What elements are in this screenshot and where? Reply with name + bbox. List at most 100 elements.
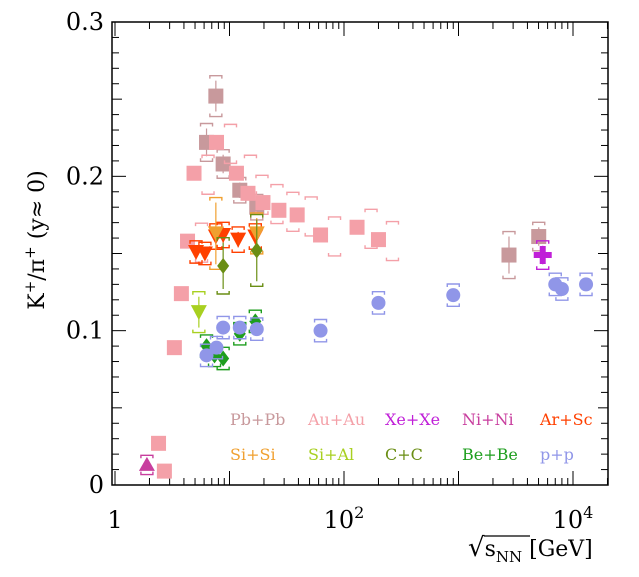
legend: Pb+Pb Au+Au Xe+Xe Ni+Ni Ar+Sc Si+Si Si+Al C+C Be… <box>230 410 593 464</box>
series-c-c <box>216 213 264 295</box>
sys-error-upper <box>502 230 516 235</box>
sys-error-upper <box>198 241 212 246</box>
y-tick-label: 0.1 <box>66 317 104 345</box>
sys-error-lower <box>233 199 247 204</box>
data-point <box>217 257 230 274</box>
data-point <box>196 246 213 262</box>
sys-error-upper <box>255 174 269 179</box>
sys-error-upper <box>201 154 215 159</box>
x-tick-label: 104 <box>553 503 594 534</box>
sys-error-upper <box>248 223 262 227</box>
sys-error-upper <box>446 283 460 287</box>
data-point <box>313 227 329 243</box>
ylabel-sup1: + <box>21 281 39 294</box>
legend-entry-xe-xe: Xe+Xe <box>385 410 440 429</box>
sys-error-lower <box>233 341 247 346</box>
data-point <box>209 134 225 150</box>
data-point <box>151 435 167 451</box>
sys-error-upper <box>579 272 593 277</box>
sys-error-upper <box>555 277 569 281</box>
sys-error-lower <box>243 191 258 195</box>
data-point <box>446 288 461 303</box>
ylabel-k: K <box>25 293 50 310</box>
sys-error-upper <box>385 220 400 225</box>
sys-error-lower <box>313 338 328 343</box>
axis-ticks <box>112 21 608 486</box>
sys-error-lower <box>555 297 569 301</box>
ylabel-slash: /π <box>25 259 50 281</box>
data-point <box>250 242 263 259</box>
ylabel-sup2: + <box>21 246 39 259</box>
data-point <box>190 305 207 321</box>
series-ni-ni <box>138 454 155 476</box>
legend-entry-si-al: Si+Al <box>308 445 354 464</box>
data-point <box>349 219 365 235</box>
xlabel-root: √ <box>468 533 485 563</box>
data-point <box>554 281 569 296</box>
sys-error-upper <box>243 154 258 159</box>
data-point <box>173 286 189 302</box>
data-point <box>207 226 224 242</box>
sys-error-upper <box>216 221 230 226</box>
data-point <box>232 320 247 335</box>
sys-error-lower <box>304 232 318 237</box>
xlabel-s: s <box>485 537 496 562</box>
sys-error-upper <box>327 216 342 220</box>
sys-error-upper <box>140 454 154 459</box>
sys-error-lower <box>286 228 300 232</box>
sys-error-upper <box>364 208 378 213</box>
sys-error-lower <box>199 158 214 162</box>
sys-error-lower <box>385 257 400 262</box>
sys-error-lower <box>201 191 215 195</box>
xlabel-sub: NN <box>496 548 522 566</box>
sys-error-upper <box>209 196 223 201</box>
series-xe-xe <box>533 240 552 271</box>
sys-error-upper <box>313 318 328 323</box>
data-point <box>370 232 386 248</box>
sys-error-upper <box>231 226 245 230</box>
sys-error-upper <box>304 196 318 200</box>
sys-error-lower <box>216 366 230 371</box>
sys-error-lower <box>192 329 206 334</box>
sys-error-upper <box>209 74 223 79</box>
sys-error-lower <box>207 363 222 368</box>
sys-error-lower <box>209 355 224 360</box>
legend-entry-si-si: Si+Si <box>230 445 276 464</box>
sys-error-upper <box>194 222 209 227</box>
data-point <box>209 340 224 355</box>
tick-labels: 0 0.1 0.2 0.3 1 102 104 <box>66 8 594 534</box>
sys-error-upper <box>371 291 386 295</box>
data-point <box>531 229 547 245</box>
legend-entry-be-be: Be+Be <box>462 445 518 464</box>
data-point <box>166 340 182 356</box>
y-tick-label: 0 <box>89 471 104 499</box>
data-point <box>228 165 244 181</box>
svg-text:K+/π+ (y≈ 0): K+/π+ (y≈ 0) <box>21 170 50 309</box>
data-point <box>371 295 386 310</box>
legend-entry-au-au: Au+Au <box>307 410 365 429</box>
x-tick-label: 1 <box>107 506 122 534</box>
svg-text:√sNN [GeV]: √sNN [GeV] <box>468 533 593 566</box>
sys-error-upper <box>216 315 230 320</box>
sys-error-lower <box>199 363 214 368</box>
data-point <box>533 246 552 265</box>
data-point <box>289 207 305 223</box>
sys-error-upper <box>216 236 230 241</box>
data-point <box>186 165 202 181</box>
sys-error-upper <box>532 221 546 226</box>
y-tick-label: 0.3 <box>66 8 104 36</box>
xlabel-unit: [GeV] <box>522 537 593 562</box>
sys-error-lower <box>231 249 245 254</box>
legend-entry-pb-pb: Pb+Pb <box>230 410 285 429</box>
data-point <box>156 463 172 479</box>
sys-error-lower <box>223 160 238 165</box>
sys-error-upper <box>192 291 206 295</box>
sys-error-upper <box>270 183 284 188</box>
legend-entry-ar-sc: Ar+Sc <box>539 410 593 429</box>
sys-error-lower <box>250 283 264 287</box>
sys-error-lower <box>502 275 516 280</box>
data-point <box>501 247 517 263</box>
data-point <box>579 277 594 292</box>
legend-entry-c-c: C+C <box>385 445 423 464</box>
